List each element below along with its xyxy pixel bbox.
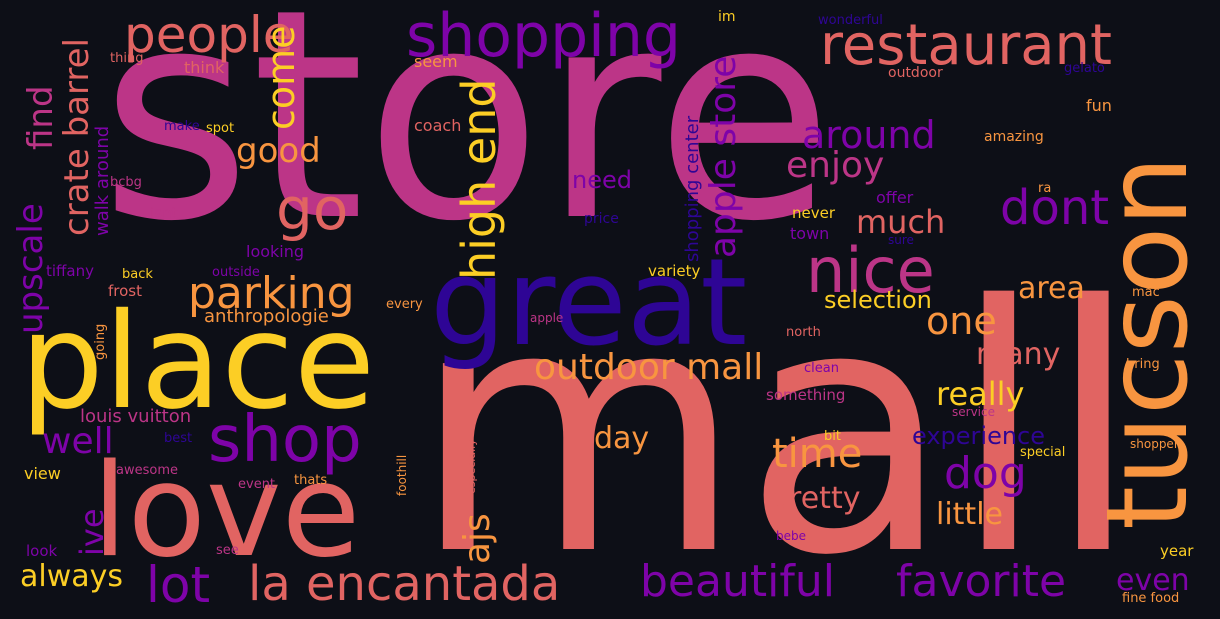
word-well: well — [42, 421, 114, 462]
word-upscale: upscale — [11, 203, 51, 334]
word-foothill: foothill — [395, 454, 409, 496]
word-one: one — [926, 299, 997, 343]
word-love: love — [92, 437, 361, 586]
word-fine-food: fine food — [1122, 591, 1180, 606]
word-ajs: ajs — [457, 513, 498, 564]
word-great: great — [430, 234, 748, 373]
word-ra: ra — [1038, 181, 1052, 196]
word-outside: outside — [212, 265, 260, 280]
word-apple-store: apple store — [703, 55, 744, 258]
word-parking: parking — [188, 268, 355, 319]
word-thats: thats — [294, 473, 328, 488]
word-going: going — [93, 323, 108, 360]
word-outdoor: outdoor — [888, 65, 943, 81]
word-price: price — [584, 211, 619, 227]
word-lot: lot — [146, 556, 211, 614]
word-shopper: shopper — [1130, 437, 1179, 451]
word-see: see — [216, 543, 239, 558]
word-service: service — [952, 405, 995, 419]
word-tiffany: tiffany — [46, 262, 94, 280]
word-around: around — [802, 113, 936, 157]
word-gelato: gelato — [1064, 61, 1105, 76]
word-frost: frost — [108, 282, 142, 300]
word-shopping-center: shopping center — [682, 115, 703, 262]
word-beautiful: beautiful — [640, 556, 835, 607]
word-offer: offer — [876, 188, 914, 207]
word-town: town — [790, 224, 830, 243]
word-area: area — [1018, 271, 1085, 306]
word-anthropologie: anthropologie — [204, 306, 329, 327]
word-ive: ive — [73, 508, 111, 556]
word-sure: sure — [888, 233, 914, 247]
word-always: always — [20, 559, 124, 594]
word-nice: nice — [806, 234, 935, 307]
word-time: time — [772, 431, 863, 477]
word-amazing: amazing — [984, 129, 1044, 145]
word-especially: especially — [465, 439, 478, 494]
word-something: something — [766, 386, 846, 404]
word-la-encantada: la encantada — [248, 556, 561, 612]
word-selection: selection — [824, 286, 932, 314]
word-much: much — [856, 203, 946, 241]
word-back: back — [122, 267, 153, 282]
word-many: many — [976, 337, 1061, 372]
word-north: north — [786, 325, 821, 340]
word-experience: experience — [912, 422, 1046, 450]
word-special: special — [1020, 445, 1066, 460]
word-bcbg: bcbg — [110, 175, 142, 190]
word-even: even — [1116, 563, 1190, 598]
word-bit: bit — [824, 429, 841, 444]
word-apple: apple — [530, 311, 564, 325]
word-looking: looking — [246, 242, 305, 261]
word-think: think — [184, 58, 225, 77]
word-shopping: shopping — [406, 1, 681, 71]
word-louis-vuitton: louis vuitton — [80, 406, 192, 427]
word-im: im — [718, 9, 736, 25]
word-crate-barrel: crate barrel — [57, 38, 97, 236]
word-restaurant: restaurant — [820, 13, 1112, 78]
word-little: little — [936, 497, 1003, 532]
word-isnt: isnt — [150, 204, 178, 222]
word-make: make — [164, 119, 200, 134]
word-favorite: favorite — [896, 556, 1067, 607]
word-come: come — [259, 25, 303, 130]
word-dont: dont — [1000, 180, 1110, 236]
word-event: event — [238, 477, 276, 492]
word-clean: clean — [804, 361, 839, 376]
word-look: look — [26, 542, 58, 560]
word-day: day — [594, 421, 650, 456]
word-spot: spot — [206, 121, 235, 136]
word-enjoy: enjoy — [786, 145, 885, 186]
word-outdoor-mall: outdoor mall — [534, 347, 764, 388]
word-wonderful: wonderful — [818, 13, 883, 28]
word-shop: shop — [208, 403, 362, 477]
word-mall: mall — [412, 234, 1141, 619]
word-people: people — [124, 6, 294, 64]
word-high-end: high end — [452, 78, 506, 280]
word-bebe: bebe — [776, 529, 806, 543]
word-thing: thing — [110, 51, 144, 66]
word-awesome: awesome — [116, 463, 178, 478]
word-best: best — [164, 431, 193, 446]
word-seem: seem — [414, 52, 458, 71]
word-year: year — [1160, 542, 1194, 560]
word-find: find — [21, 85, 61, 150]
word-coach: coach — [414, 116, 462, 135]
word-really: really — [936, 375, 1025, 413]
word-good: good — [236, 131, 321, 171]
word-need: need — [572, 166, 632, 194]
word-store: store — [100, 0, 834, 285]
word-mac: mac — [1132, 285, 1160, 300]
word-variety: variety — [648, 262, 701, 280]
word-bring: bring — [1126, 357, 1160, 372]
word-view: view — [24, 464, 61, 483]
word-pretty: pretty — [770, 481, 861, 516]
word-go: go — [276, 175, 349, 243]
word-never: never — [792, 204, 836, 222]
word-fun: fun — [1086, 96, 1112, 115]
word-every: every — [386, 297, 423, 312]
word-place: place — [20, 285, 376, 439]
word-dog: dog — [944, 448, 1027, 499]
